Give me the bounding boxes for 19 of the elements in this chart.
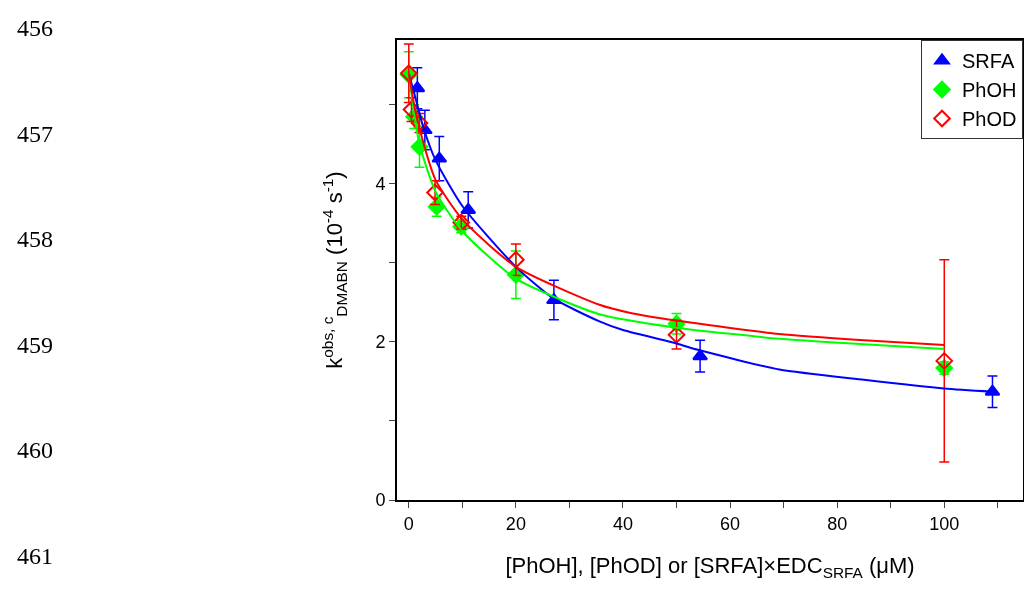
x-tick-label: 0 <box>403 513 414 534</box>
y-tick-label: 4 <box>375 174 386 195</box>
legend-label: PhOD <box>962 108 1017 131</box>
text: 456 <box>17 15 53 41</box>
text: 459 <box>17 332 53 358</box>
legend-label: SRFA <box>962 50 1015 73</box>
x-tick-label: 100 <box>929 513 960 534</box>
y-tick-label: 2 <box>375 332 386 353</box>
x-tick-label: 60 <box>720 513 741 534</box>
legend-label: PhOH <box>962 79 1017 102</box>
x-tick-label: 80 <box>827 513 848 534</box>
x-tick-label: 20 <box>505 513 526 534</box>
text: 458 <box>17 226 53 252</box>
text: 461 <box>17 543 53 569</box>
y-tick-label: 0 <box>375 490 386 511</box>
text: 457 <box>17 121 53 147</box>
text: 460 <box>17 437 53 463</box>
x-tick-label: 40 <box>612 513 633 534</box>
x-axis-title: [PhOH], [PhOD] or [SRFA]×EDC$_{SRFA}$ (μM) <box>505 553 915 581</box>
